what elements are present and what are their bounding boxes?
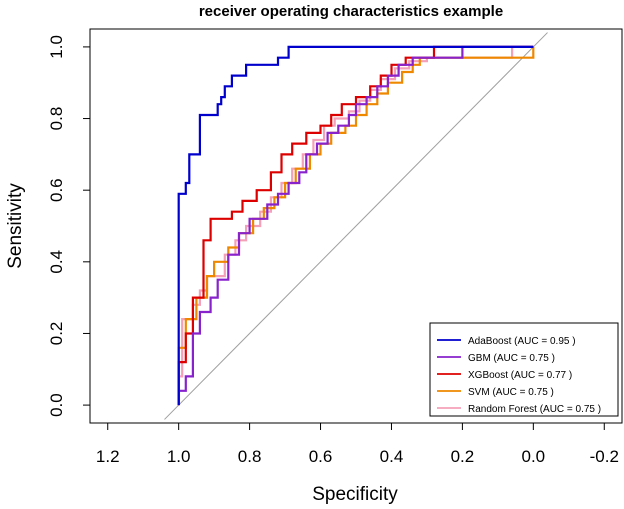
- series-line-1: [177, 45, 534, 406]
- x-tick-label: 1.0: [167, 447, 191, 466]
- series-lines: [177, 45, 535, 406]
- legend-label: SVM (AUC = 0.75 ): [468, 387, 554, 398]
- x-tick-label: 0.4: [380, 447, 404, 466]
- x-axis: 1.2 1.0 0.8 0.6 0.4 0.2 0.0 -0.2: [96, 423, 619, 466]
- x-tick-label: 0.2: [451, 447, 475, 466]
- y-tick-label: 0.8: [47, 107, 66, 131]
- series-line-3: [177, 46, 535, 406]
- legend-label: Random Forest (AUC = 0.75 ): [468, 404, 601, 415]
- series-line-0: [177, 45, 534, 406]
- chance-diagonal-line: [164, 32, 548, 420]
- y-axis-label: Sensitivity: [5, 183, 26, 269]
- y-tick-label: 1.0: [47, 35, 66, 59]
- x-tick-label: 0.8: [238, 447, 262, 466]
- y-tick-label: 0.6: [47, 178, 66, 202]
- x-axis-label: Specificity: [312, 484, 398, 505]
- legend-label: AdaBoost (AUC = 0.95 ): [468, 336, 576, 347]
- x-tick-label: -0.2: [590, 447, 619, 466]
- legend-label: GBM (AUC = 0.75 ): [468, 353, 555, 364]
- y-axis: 0.0 0.2 0.4 0.6 0.8 1.0: [47, 35, 90, 417]
- plot-frame: [89, 28, 623, 424]
- chart-title: receiver operating characteristics examp…: [199, 3, 503, 20]
- x-tick-label: 0.0: [522, 447, 546, 466]
- y-tick-label: 0.2: [47, 322, 66, 346]
- series-line-2: [177, 45, 534, 406]
- y-tick-label: 0.4: [47, 250, 66, 274]
- legend: AdaBoost (AUC = 0.95 ) GBM (AUC = 0.75 ) X…: [429, 322, 619, 417]
- x-tick-label: 1.2: [96, 447, 120, 466]
- y-tick-label: 0.0: [47, 393, 66, 417]
- x-tick-label: 0.6: [309, 447, 333, 466]
- legend-box: [429, 322, 619, 417]
- legend-label: XGBoost (AUC = 0.77 ): [468, 370, 572, 381]
